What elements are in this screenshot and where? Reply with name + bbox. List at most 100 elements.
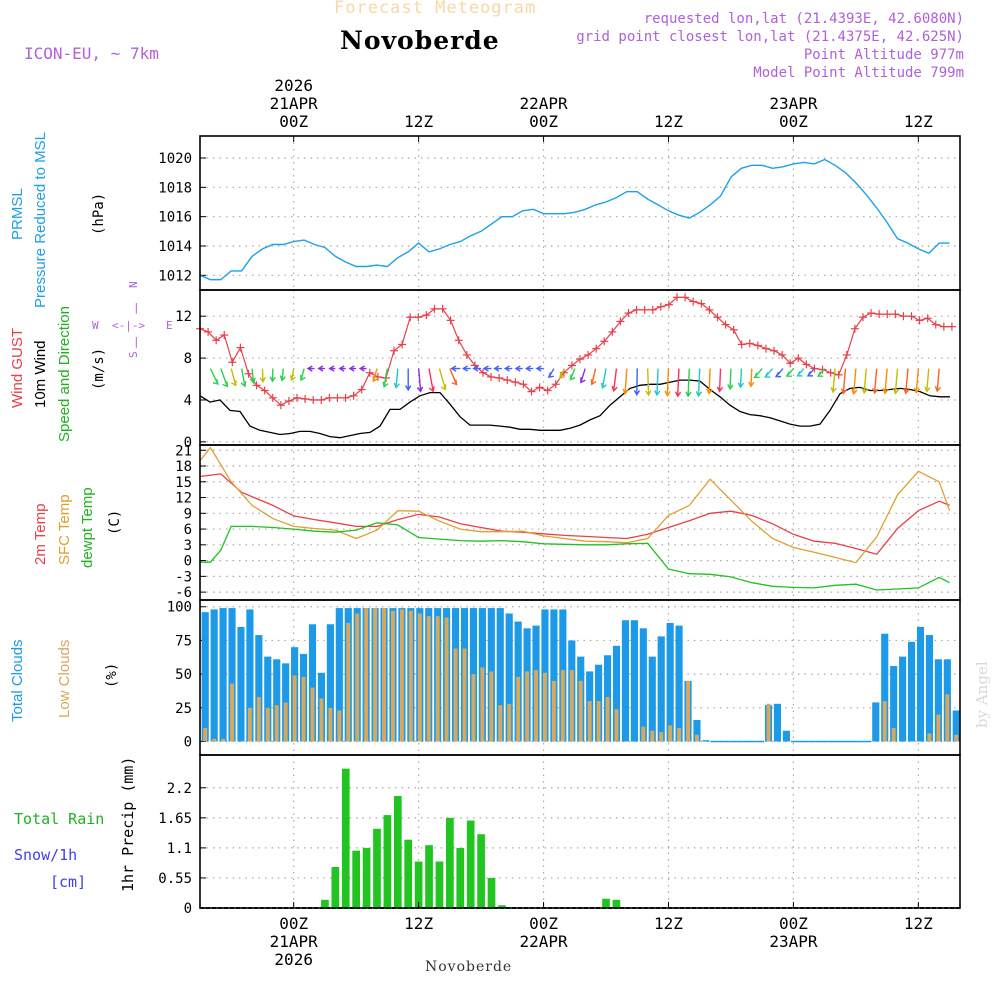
rain-bar <box>393 795 402 908</box>
total-cloud-bar <box>612 645 621 742</box>
low-cloud-bar <box>686 680 690 742</box>
wind-direction-arrow <box>591 368 597 385</box>
wind-direction-arrow <box>383 368 389 387</box>
wind-direction-arrowhead <box>328 365 335 372</box>
total-cloud-bar <box>925 635 934 742</box>
y-tick-label: 12 <box>175 491 192 507</box>
wind-direction-arrowhead <box>514 365 521 372</box>
wind-direction-arrowhead <box>851 388 858 396</box>
total-cloud-bar <box>675 625 683 742</box>
total-cloud-bar <box>666 622 674 742</box>
low-cloud-bar <box>471 674 476 742</box>
y-tick-label: 1012 <box>158 268 192 284</box>
low-cloud-bar <box>355 613 360 742</box>
total-cloud-bar <box>881 633 889 742</box>
rain-bar <box>414 861 423 908</box>
page-title: Novoberde <box>340 26 500 55</box>
y-tick-label: 9 <box>184 506 192 522</box>
low-cloud-bar <box>587 701 592 742</box>
low-cloud-bar <box>292 675 297 742</box>
low-cloud-bar <box>426 616 431 742</box>
rain-bar <box>331 867 340 908</box>
total-cloud-bar <box>308 624 317 742</box>
rain-bar <box>425 845 433 908</box>
wind-direction-arrow <box>656 368 659 395</box>
wind-direction-arrow <box>624 368 628 394</box>
y-tick-label: 6 <box>184 522 192 538</box>
low-cloud-bar <box>480 667 485 742</box>
top-axis-date: 21APR <box>270 94 319 113</box>
total-cloud-bar <box>219 608 227 742</box>
wind-direction-arrowhead <box>664 390 671 397</box>
gust-line <box>199 296 952 406</box>
y-tick-label: 4 <box>184 393 192 409</box>
total-cloud-bar <box>255 635 263 742</box>
wind-direction-arrow <box>646 368 650 396</box>
y-tick-label: -6 <box>175 585 192 601</box>
forecast-meteogram-subtitle: Forecast Meteogram <box>334 0 537 18</box>
wind-direction-arrow <box>666 368 670 396</box>
top-axis-hour: 12Z <box>904 112 933 131</box>
y-tick-label: 8 <box>184 351 192 367</box>
low-cloud-bar <box>301 676 306 742</box>
low-cloud-bar <box>525 671 530 742</box>
wind-direction-arrowhead <box>796 371 803 377</box>
total-cloud-bar <box>782 730 790 742</box>
low-cloud-bar <box>605 697 610 742</box>
total-cloud-bar <box>639 628 647 742</box>
rain-bar <box>352 850 361 908</box>
wind-direction-arrow <box>251 368 255 383</box>
low-cloud-bar <box>408 610 413 742</box>
low-cloud-bar <box>346 622 351 742</box>
wind-direction-arrowhead <box>450 365 457 372</box>
wind-direction-arrowhead <box>861 387 868 395</box>
low-cloud-bar <box>230 683 234 742</box>
t2m-line <box>199 473 950 556</box>
y-tick-label: 50 <box>175 667 192 683</box>
low-cloud-bar <box>498 705 503 742</box>
low-cloud-bar <box>489 671 494 742</box>
low-cloud-bar <box>462 648 467 742</box>
low-cloud-bar <box>274 705 279 742</box>
total-cloud-bar <box>273 659 281 742</box>
low-cloud-bar <box>641 726 646 742</box>
wind-direction-arrowhead <box>440 384 447 391</box>
wind-direction-arrowhead <box>289 375 296 382</box>
wind-direction-arrowhead <box>924 386 931 393</box>
low-cloud-bar <box>507 703 512 742</box>
rain-bar <box>498 905 506 908</box>
low-cloud-bar <box>203 728 208 742</box>
rain-bar <box>446 817 454 908</box>
wind-direction-arrowhead <box>212 378 219 385</box>
low-cloud-bar <box>954 734 959 742</box>
wind-direction-arrowhead <box>685 391 692 398</box>
wind-direction-arrowhead <box>317 365 324 372</box>
wind-direction-arrowhead <box>695 391 703 398</box>
wind-direction-arrow <box>417 368 422 392</box>
wind-direction-arrowhead <box>249 377 256 385</box>
wind-direction-arrow <box>936 368 940 392</box>
low-cloud-bar <box>391 610 395 742</box>
bottom-axis-hour: 12Z <box>404 914 433 933</box>
wind-direction-arrowhead <box>405 385 412 392</box>
wind-direction-arrow <box>718 368 722 392</box>
top-axis-hour: 00Z <box>279 112 308 131</box>
y-tick-label: 100 <box>167 600 192 616</box>
wind-direction-arrow <box>676 368 680 397</box>
total-cloud-bar <box>890 666 898 742</box>
wind-direction-arrowhead <box>748 381 755 388</box>
rain-bar <box>341 768 350 908</box>
total-cloud-bar <box>693 719 701 742</box>
panel-frame <box>199 289 961 446</box>
total-cloud-bar <box>773 703 782 742</box>
wind-direction-arrow <box>739 368 743 388</box>
wind-direction-arrow <box>852 368 857 394</box>
wind-direction-arrowhead <box>882 388 889 395</box>
wind-direction-arrow <box>750 368 753 387</box>
total-cloud-bar <box>621 620 630 742</box>
panel-frame <box>199 444 961 601</box>
wind-direction-arrow <box>842 368 847 394</box>
y-tick-label: 25 <box>175 701 192 717</box>
rain-bar <box>321 899 329 908</box>
low-cloud-bar <box>444 617 449 742</box>
